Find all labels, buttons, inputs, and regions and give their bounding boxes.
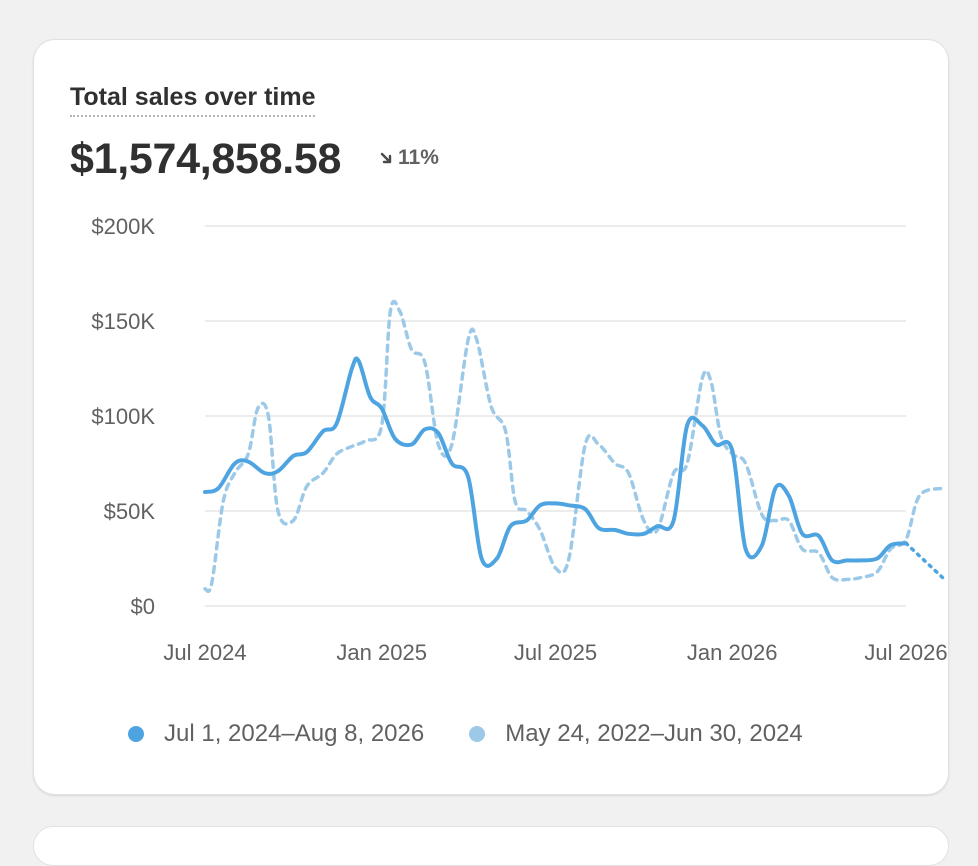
- legend-label-previous: May 24, 2022–Jun 30, 2024: [505, 720, 803, 747]
- change-percent: 11%: [398, 146, 439, 169]
- y-tick-label: $200K: [91, 214, 155, 239]
- y-tick-label: $100K: [91, 404, 155, 429]
- series-line-current-projected: [904, 541, 945, 580]
- x-tick-label: Jan 2025: [336, 640, 427, 665]
- y-tick-label: $50K: [104, 499, 156, 524]
- series-line-current: [203, 356, 908, 568]
- legend-swatch-current: [128, 726, 144, 742]
- total-value: $1,574,858.58: [70, 135, 342, 183]
- x-tick-label: Jul 2025: [514, 640, 597, 665]
- legend-swatch-previous: [469, 726, 486, 742]
- y-tick-label: $150K: [91, 309, 155, 334]
- sales-card: Total sales over time $1,574,858.58 11% …: [33, 39, 949, 795]
- legend-label-current: Jul 1, 2024–Aug 8, 2026: [164, 720, 425, 747]
- legend-item-current[interactable]: Jul 1, 2024–Aug 8, 2026: [128, 720, 424, 748]
- y-tick-label: $0: [131, 594, 155, 619]
- arrow-down-right-icon: [380, 152, 392, 164]
- chart-legend: Jul 1, 2024–Aug 8, 2026 May 24, 2022–Jun…: [128, 720, 848, 748]
- x-tick-label: Jan 2026: [687, 640, 778, 665]
- next-card: [33, 826, 949, 866]
- card-title[interactable]: Total sales over time: [70, 82, 316, 117]
- x-tick-label: Jul 2024: [163, 640, 246, 665]
- x-tick-label: Jul 2026: [864, 640, 947, 665]
- legend-item-previous[interactable]: May 24, 2022–Jun 30, 2024: [469, 720, 803, 748]
- series-line-previous: [203, 299, 945, 593]
- change-indicator: 11%: [379, 146, 439, 170]
- sales-line-chart[interactable]: $0 $50K $100K $150K $200K Jul 2024 Jan 2025 Jul…: [34, 40, 950, 700]
